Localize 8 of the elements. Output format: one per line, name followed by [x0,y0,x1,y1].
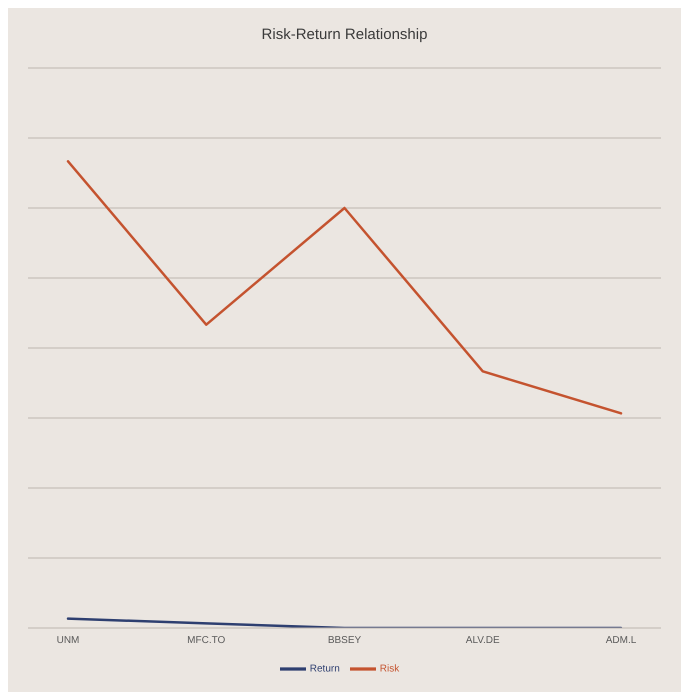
x-tick-label: UNM [56,635,80,646]
x-tick-label: BBSEY [328,635,362,646]
legend-label: Risk [380,664,400,675]
legend-label: Return [310,664,340,675]
x-tick-label: ALV.DE [466,635,500,646]
x-tick-label: ADM.L [606,635,637,646]
x-tick-label: MFC.TO [187,635,226,646]
chart-title: Risk-Return Relationship [260,25,428,45]
